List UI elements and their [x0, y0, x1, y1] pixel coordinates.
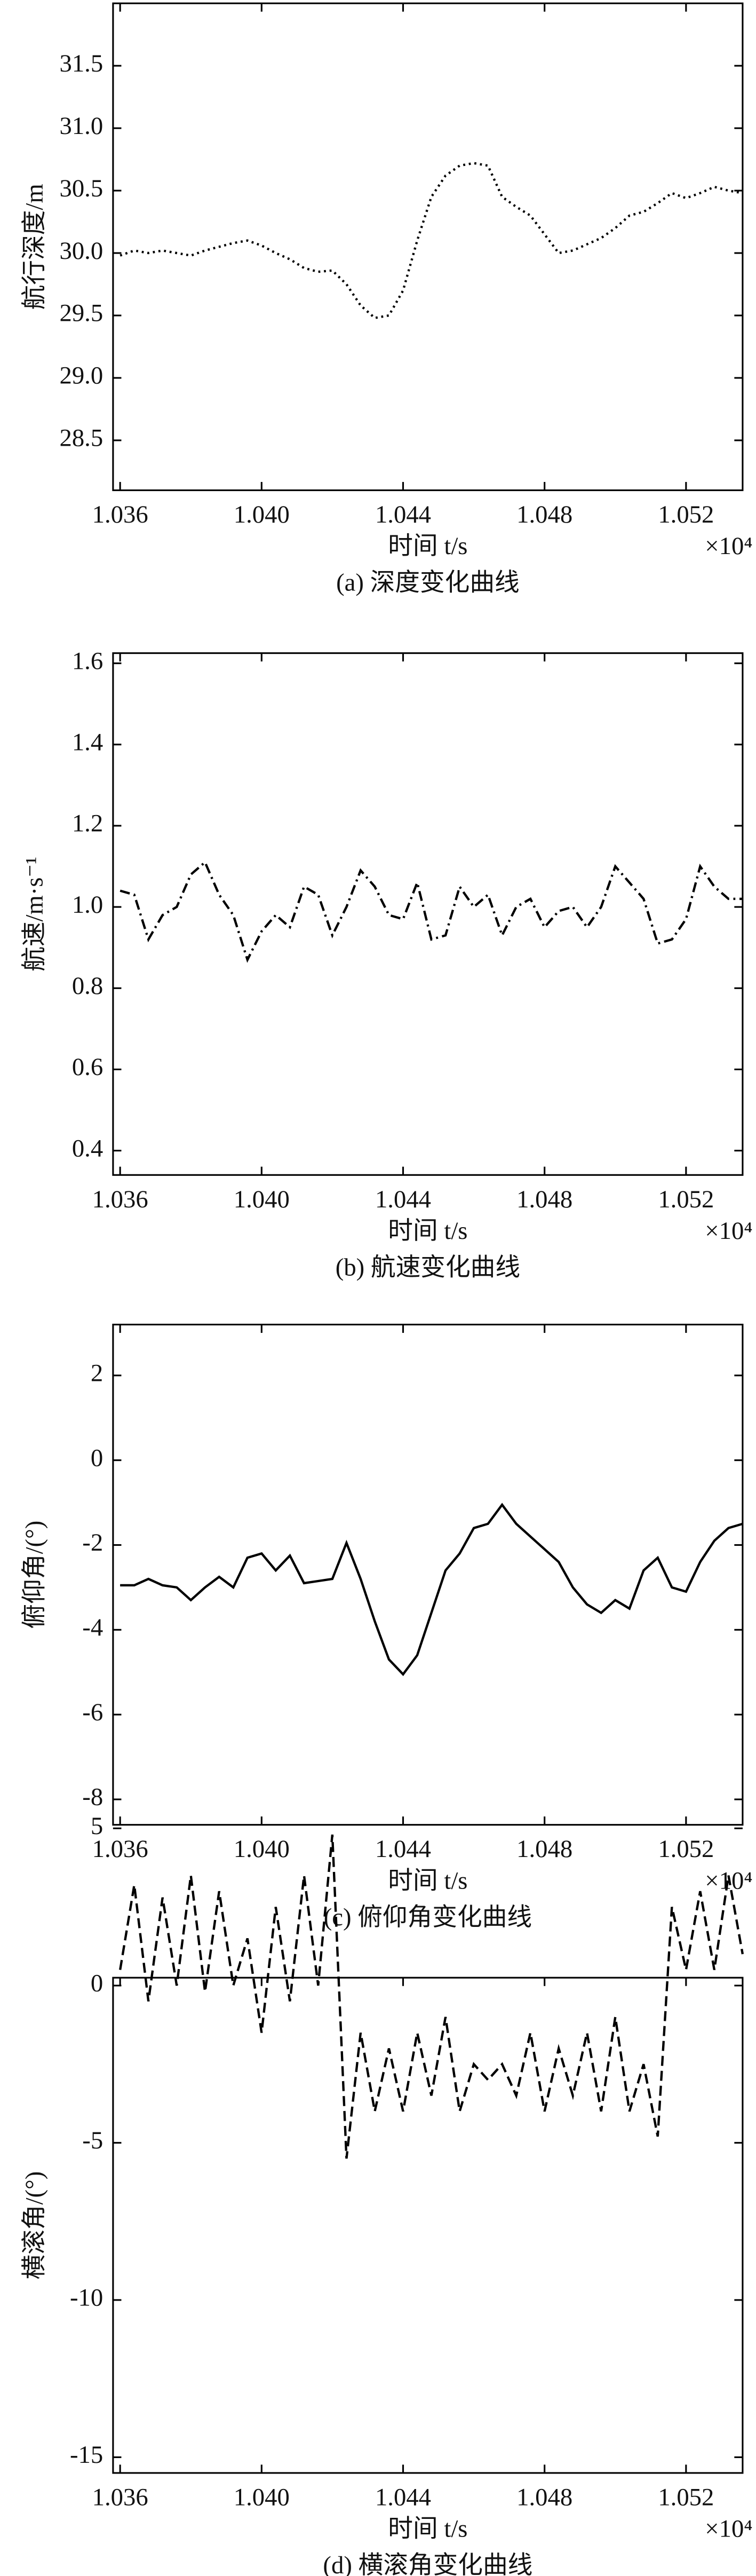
y-tick-label: 0 [91, 1444, 103, 1472]
y-tick-label: 0.6 [72, 1053, 103, 1081]
y-tick-label: -10 [70, 2284, 103, 2312]
y-tick-label: 0.8 [72, 972, 103, 1000]
x-tick-label: 1.044 [375, 1186, 431, 1213]
subplot: 1.036 1.040 1.044 1.048 1.052 0.4 0.6 0.8 1.0 1.2… [20, 647, 752, 1281]
x-tick-label: 1.052 [658, 2483, 714, 2511]
x-tick-label: 1.048 [516, 1835, 572, 1863]
x-scale-label: ×10⁴ [705, 532, 752, 560]
x-tick-label: 1.048 [516, 2483, 572, 2511]
y-tick-label: 1.0 [72, 891, 103, 919]
x-tick-label: 1.048 [516, 501, 572, 528]
caption: (b) 航速变化曲线 [336, 1253, 520, 1281]
plot-frame [112, 1977, 744, 2474]
data-line [119, 1834, 744, 2159]
x-scale-label: ×10⁴ [705, 2515, 752, 2543]
x-scale-label: ×10⁴ [705, 1217, 752, 1245]
x-axis-label: 时间 t/s [388, 1217, 467, 1245]
y-tick-label: 1.6 [72, 647, 103, 675]
x-tick-label: 1.036 [92, 501, 148, 528]
x-axis-label: 时间 t/s [388, 1867, 467, 1894]
y-tick-label: 29.0 [60, 362, 104, 390]
y-tick-label: 1.4 [72, 729, 103, 756]
caption: (a) 深度变化曲线 [336, 569, 520, 597]
y-tick-label: 2 [91, 1360, 103, 1387]
x-tick-label: 1.036 [92, 1186, 148, 1213]
x-tick-label: 1.040 [234, 501, 290, 528]
x-tick-label: 1.052 [658, 1835, 714, 1863]
y-axis-label: 俯仰角/(°) [20, 1521, 48, 1629]
y-tick-label: 28.5 [60, 424, 104, 452]
y-tick-label: 30.0 [60, 237, 104, 265]
subplot: 1.036 1.040 1.044 1.048 1.052 -15 -10 -5 0 5 横滚角/(… [20, 1812, 752, 2576]
y-tick-label: 30.5 [60, 175, 104, 202]
x-tick-label: 1.044 [375, 1835, 431, 1863]
caption: (d) 横滚角变化曲线 [323, 2551, 532, 2576]
y-tick-label: 31.5 [60, 50, 104, 77]
plot-frame [112, 652, 744, 1176]
y-tick-label: -6 [82, 1698, 103, 1726]
x-axis-label: 时间 t/s [388, 532, 467, 560]
x-tick-label: 1.044 [375, 501, 431, 528]
y-axis-label: 横滚角/(°) [20, 2171, 48, 2280]
y-axis-label: 航速/m·s⁻¹ [20, 857, 48, 971]
data-line [120, 162, 743, 320]
y-tick-label: -2 [82, 1529, 103, 1556]
x-tick-label: 1.040 [234, 1835, 290, 1863]
y-tick-label: 31.0 [60, 112, 104, 140]
y-tick-label: -5 [82, 2127, 103, 2154]
y-tick-label: -4 [82, 1614, 103, 1641]
x-tick-label: 1.040 [234, 2483, 290, 2511]
x-tick-label: 1.036 [92, 2483, 148, 2511]
y-tick-label: 29.5 [60, 299, 104, 327]
data-line [120, 1503, 743, 1677]
y-tick-label: -8 [82, 1783, 103, 1811]
x-tick-label: 1.048 [516, 1186, 572, 1213]
caption: (c) 俯仰角变化曲线 [324, 1903, 532, 1931]
plot-frame [112, 2, 744, 492]
y-tick-label: 0.4 [72, 1134, 103, 1162]
y-axis-label: 航行深度/m [20, 184, 48, 310]
y-tick-label: 0 [91, 1970, 103, 1997]
x-tick-label: 1.044 [375, 2483, 431, 2511]
data-line [120, 860, 743, 963]
x-tick-label: 1.040 [234, 1186, 290, 1213]
x-tick-label: 1.036 [92, 1835, 148, 1863]
subplot: 1.036 1.040 1.044 1.048 1.052 28.5 29.0 29.5 30.… [20, 2, 753, 597]
y-tick-label: -15 [70, 2441, 103, 2469]
x-axis-label: 时间 t/s [388, 2515, 467, 2543]
y-tick-label: 5 [91, 1812, 103, 1840]
plot-frame [112, 1323, 744, 1826]
subplot: 1.036 1.040 1.044 1.048 1.052 -8 -6 -4 -2 0 2 俯仰角/(… [20, 1323, 753, 1931]
x-tick-label: 1.052 [658, 501, 714, 528]
x-tick-label: 1.052 [658, 1186, 714, 1213]
y-tick-label: 1.2 [72, 810, 103, 837]
